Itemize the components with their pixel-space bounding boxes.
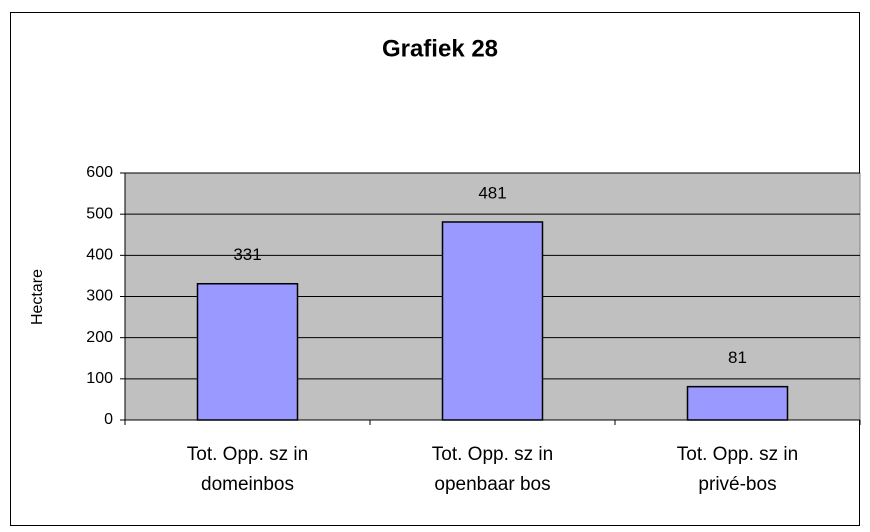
x-tick-label: Tot. Opp. sz in openbaar bos	[431, 444, 554, 495]
x-tick-label: Tot. Opp. sz in domeinbos	[186, 444, 309, 495]
y-tick-label: 300	[86, 288, 113, 305]
data-label: 481	[478, 183, 506, 202]
y-tick-label: 600	[86, 164, 113, 181]
y-tick-label: 200	[86, 329, 113, 346]
y-tick-label: 500	[86, 205, 113, 222]
bar	[196, 282, 299, 421]
bar	[686, 385, 789, 421]
data-label: 331	[233, 245, 261, 264]
bar	[441, 221, 544, 421]
y-axis-label: Hectare	[29, 269, 46, 325]
data-label: 81	[728, 348, 747, 367]
x-tick-label: Tot. Opp. sz in privé-bos	[676, 444, 799, 495]
chart-title: Grafiek 28	[382, 35, 498, 62]
y-tick-label: 100	[86, 370, 113, 387]
y-tick-label: 0	[104, 411, 113, 428]
y-tick-label: 400	[86, 247, 113, 264]
